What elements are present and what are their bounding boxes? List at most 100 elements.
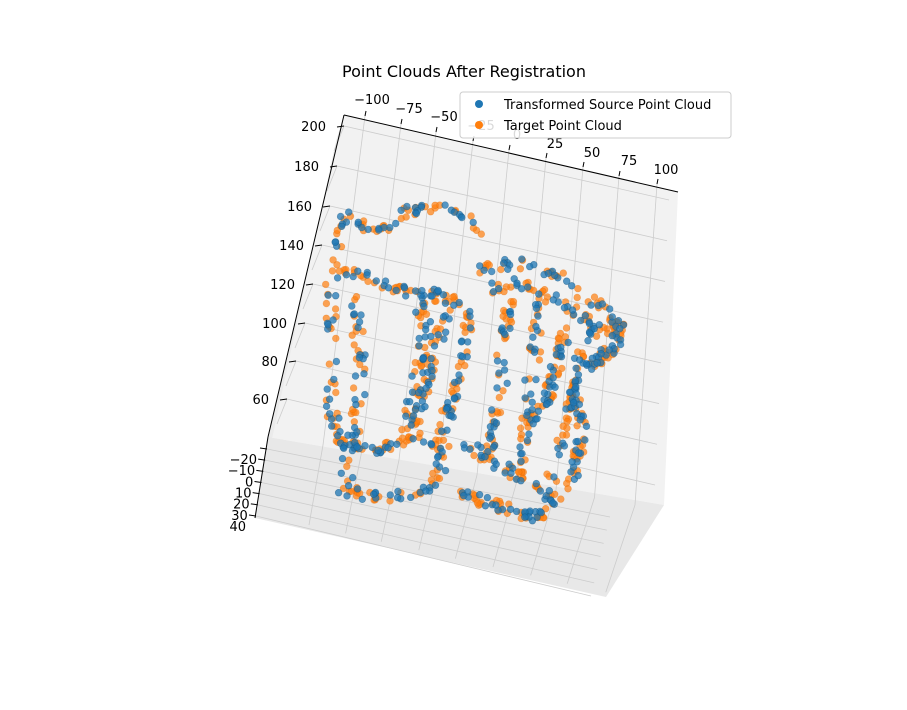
source-point-349 bbox=[523, 411, 531, 420]
left-grid-z-6 bbox=[326, 165, 338, 192]
target-point-75 bbox=[328, 267, 337, 275]
source-point-449 bbox=[537, 508, 545, 517]
source-point-44 bbox=[450, 301, 458, 309]
target-point-457 bbox=[562, 324, 571, 332]
source-point-155 bbox=[412, 308, 420, 316]
source-point-43 bbox=[402, 292, 410, 300]
source-point-53 bbox=[333, 274, 342, 282]
source-point-69 bbox=[330, 375, 338, 384]
source-point-70 bbox=[338, 222, 346, 231]
target-point-99 bbox=[345, 456, 353, 464]
source-point-101 bbox=[368, 443, 376, 452]
source-point-45 bbox=[342, 271, 351, 279]
legend: Transformed Source Point Cloud Target Po… bbox=[459, 91, 732, 139]
source-point-5 bbox=[358, 223, 366, 232]
target-point-61 bbox=[332, 334, 340, 343]
source-point-415 bbox=[481, 453, 489, 461]
source-point-87 bbox=[352, 401, 360, 409]
source-point-196 bbox=[447, 412, 455, 420]
source-point-19 bbox=[354, 218, 362, 227]
source-point-387 bbox=[564, 338, 572, 347]
target-point-70 bbox=[333, 261, 341, 269]
source-point-393 bbox=[540, 389, 549, 397]
x-tick-label-7: 75 bbox=[621, 154, 638, 169]
grid-line-z-6 bbox=[336, 165, 668, 242]
source-point-166 bbox=[407, 421, 415, 429]
target-point-170 bbox=[429, 469, 437, 478]
target-point-363 bbox=[499, 387, 507, 395]
source-point-39 bbox=[392, 286, 400, 295]
source-point-219 bbox=[442, 328, 450, 336]
source-point-97 bbox=[355, 318, 364, 326]
source-point-230 bbox=[567, 282, 576, 290]
source-point-121 bbox=[361, 442, 369, 450]
source-point-240 bbox=[598, 300, 607, 308]
target-point-466 bbox=[557, 495, 565, 503]
source-point-142 bbox=[441, 466, 450, 475]
source-point-273 bbox=[568, 306, 577, 314]
source-point-140 bbox=[353, 485, 362, 493]
source-point-64 bbox=[331, 238, 339, 246]
source-point-352 bbox=[572, 364, 580, 372]
source-point-116 bbox=[427, 441, 436, 449]
source-point-98 bbox=[338, 454, 347, 463]
target-point-417 bbox=[553, 436, 561, 444]
source-point-431 bbox=[483, 493, 492, 502]
source-point-233 bbox=[518, 255, 526, 263]
z-tick-mark-7 bbox=[336, 125, 345, 128]
source-point-363 bbox=[584, 337, 592, 345]
source-point-138 bbox=[432, 460, 440, 468]
source-point-264 bbox=[595, 321, 603, 329]
source-point-25 bbox=[372, 277, 380, 285]
source-point-473 bbox=[576, 416, 584, 424]
source-point-354 bbox=[582, 360, 590, 368]
target-point-17 bbox=[431, 201, 439, 210]
z-tick-mark-1 bbox=[288, 360, 297, 363]
source-point-396 bbox=[549, 374, 557, 382]
source-point-99 bbox=[361, 390, 369, 399]
grid-line-y-5 bbox=[257, 504, 595, 584]
source-point-265 bbox=[576, 316, 585, 325]
source-point-90 bbox=[344, 431, 352, 439]
source-point-465 bbox=[572, 383, 580, 391]
source-point-149 bbox=[343, 492, 351, 500]
source-point-414 bbox=[466, 445, 474, 453]
source-point-381 bbox=[546, 363, 555, 371]
source-point-192 bbox=[442, 405, 451, 413]
y-tick-mark-2 bbox=[256, 469, 264, 472]
source-point-447 bbox=[492, 501, 500, 509]
grid-line-y-6 bbox=[255, 515, 592, 597]
x-tick-mark-6 bbox=[582, 161, 585, 168]
source-point-136 bbox=[433, 453, 442, 461]
source-point-186 bbox=[466, 324, 475, 332]
legend-label-source: Transformed Source Point Cloud bbox=[503, 98, 711, 113]
source-point-329 bbox=[529, 333, 537, 341]
source-point-172 bbox=[415, 342, 423, 350]
source-point-317 bbox=[506, 324, 514, 333]
target-point-275 bbox=[559, 269, 567, 277]
source-point-464 bbox=[581, 436, 589, 444]
source-point-202 bbox=[411, 406, 420, 414]
source-point-86 bbox=[360, 370, 368, 378]
source-point-28 bbox=[349, 272, 357, 281]
grid-line-y-2 bbox=[263, 470, 604, 544]
grid-line-y-1 bbox=[265, 459, 607, 531]
source-point-66 bbox=[329, 316, 337, 324]
left-grid-z-5 bbox=[319, 205, 331, 232]
source-point-16 bbox=[392, 219, 400, 228]
source-point-399 bbox=[557, 343, 565, 351]
source-point-20 bbox=[450, 208, 458, 216]
source-point-168 bbox=[422, 325, 430, 334]
target-point-164 bbox=[445, 442, 453, 451]
x-tick-label-6: 50 bbox=[584, 146, 601, 161]
source-point-448 bbox=[460, 491, 468, 500]
source-point-124 bbox=[340, 444, 348, 452]
target-point-282 bbox=[573, 293, 581, 302]
target-point-478 bbox=[470, 451, 478, 460]
source-point-197 bbox=[437, 427, 446, 435]
x-tick-label-1: −75 bbox=[395, 102, 422, 117]
source-point-373 bbox=[574, 371, 583, 379]
source-point-8 bbox=[441, 201, 449, 209]
target-point-19 bbox=[402, 213, 410, 221]
